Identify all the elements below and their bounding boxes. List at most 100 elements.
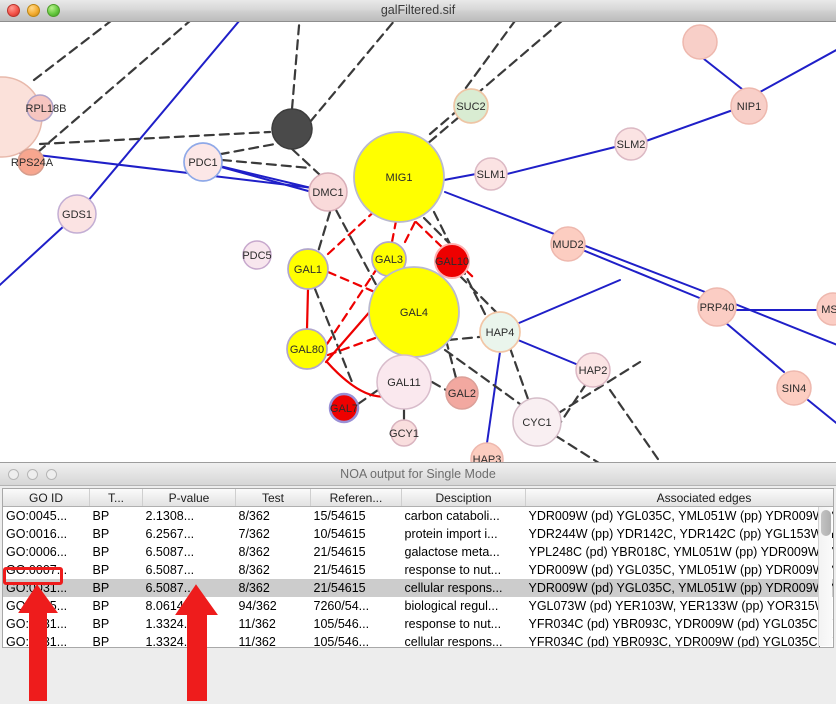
graph-node[interactable] — [57, 194, 97, 234]
cell-test: 11/362 — [238, 635, 276, 648]
cell-description: cellular respons... — [404, 635, 503, 648]
cell-test: 8/362 — [235, 579, 311, 597]
cell-description: galactose meta... — [404, 545, 500, 559]
column-header-p-value[interactable]: P-value — [142, 489, 236, 507]
cell-edges: YPL248C (pd) YBR018C, YML051W (pp) YDR00… — [528, 545, 834, 559]
edge-pp — [486, 351, 501, 444]
edge-pd — [308, 22, 395, 124]
graph-node[interactable] — [26, 94, 54, 122]
network-graph-canvas[interactable]: RPL18B RPS24A GDS1 PDC1 PDC5 SUC2 NIP1 S… — [0, 22, 836, 462]
graph-node[interactable] — [453, 88, 489, 124]
table-vertical-scrollbar[interactable] — [818, 507, 832, 646]
cell-type: BP — [92, 527, 110, 541]
graph-node[interactable] — [776, 370, 812, 406]
graph-node[interactable] — [287, 248, 329, 290]
graph-node[interactable] — [434, 243, 470, 279]
cell-description: response to nut... — [404, 617, 502, 631]
cell-go-id: GO:0031... — [6, 617, 68, 631]
edge-pd — [608, 388, 662, 462]
dialog-title: NOA output for Single Mode — [340, 467, 496, 481]
edge-pp — [517, 339, 577, 365]
table-row[interactable]: GO:0065... BP 8.0614... 94/362 7260/54..… — [3, 597, 834, 615]
graph-node[interactable] — [550, 226, 586, 262]
table-row[interactable]: GO:0031... BP 1.3324... 11/362 105/546..… — [3, 615, 833, 633]
graph-node[interactable] — [353, 131, 445, 223]
graph-node[interactable] — [445, 376, 479, 410]
graph-node[interactable] — [242, 240, 272, 270]
cell-p-value: 1.3324... — [145, 635, 195, 648]
main-window-titlebar: galFiltered.sif — [0, 0, 836, 22]
dialog-minimize-button[interactable] — [27, 469, 38, 480]
graph-node[interactable] — [183, 142, 223, 182]
graph-node[interactable] — [470, 442, 504, 462]
zoom-button[interactable] — [47, 4, 60, 17]
graph-node[interactable] — [816, 292, 836, 326]
close-button[interactable] — [7, 4, 20, 17]
graph-node[interactable] — [328, 392, 360, 424]
window-title: galFiltered.sif — [380, 3, 456, 17]
edge-pd — [220, 158, 312, 170]
edge-pd — [313, 287, 354, 384]
table-row-selected[interactable]: GO:0031... BP 6.5087... 8/362 21/54615 c… — [3, 579, 833, 597]
graph-node[interactable] — [474, 157, 508, 191]
cell-reference: 105/546... — [313, 635, 370, 648]
graph-node[interactable] — [730, 87, 768, 125]
cell-edges: YGL073W (pd) YER103W, YER133W (pp) YOR31… — [528, 599, 834, 613]
graph-node[interactable] — [368, 266, 460, 358]
results-table: GO ID T... P-value Test Referen... Desci… — [3, 489, 834, 648]
column-header-desciption[interactable]: Desciption — [401, 489, 526, 507]
table-row[interactable]: GO:0016... BP 6.2567... 7/362 10/54615 p… — [3, 525, 834, 543]
graph-node[interactable] — [308, 172, 348, 212]
minimize-button[interactable] — [27, 4, 40, 17]
column-header-associated-edges[interactable]: Associated edges — [525, 489, 833, 507]
graph-node[interactable] — [390, 419, 418, 447]
cell-edges: YDR244W (pp) YDR142C, YDR142C (pp) YGL15… — [528, 527, 834, 541]
column-header-type[interactable]: T... — [89, 489, 143, 507]
table-row[interactable]: GO:0045... BP 2.1308... 8/362 15/54615 c… — [3, 507, 833, 526]
graph-edges — [0, 22, 836, 462]
noa-results-table[interactable]: GO ID T... P-value Test Referen... Desci… — [2, 488, 834, 648]
edge-pd — [430, 380, 448, 392]
cell-p-value: 6.5087... — [145, 563, 195, 577]
graph-node[interactable] — [479, 311, 521, 353]
edge-pd — [334, 208, 382, 294]
edge-pp — [76, 22, 240, 215]
table-row[interactable]: GO:0006... BP 6.5087... 8/362 21/54615 g… — [3, 543, 834, 561]
graph-node[interactable] — [17, 148, 45, 176]
edge-pd — [432, 210, 488, 318]
cell-description: biological regul... — [404, 599, 499, 613]
graph-node[interactable] — [682, 24, 718, 60]
cell-description: protein import i... — [404, 527, 498, 541]
graph-node[interactable] — [376, 354, 432, 410]
column-header-test[interactable]: Test — [235, 489, 311, 507]
edge-pd — [444, 338, 458, 380]
scrollbar-thumb[interactable] — [821, 510, 831, 536]
column-header-go-id[interactable]: GO ID — [3, 489, 90, 507]
table-row[interactable]: GO:0007... BP 6.5087... 8/362 21/54615 r… — [3, 561, 833, 579]
edge-pd — [290, 147, 322, 177]
graph-node[interactable] — [271, 108, 313, 150]
cell-go-id: GO:0031... — [6, 635, 68, 648]
cell-go-id: GO:0031... — [3, 579, 90, 597]
column-header-reference[interactable]: Referen... — [310, 489, 402, 507]
cell-p-value: 8.0614... — [145, 599, 195, 613]
dialog-close-button[interactable] — [8, 469, 19, 480]
cell-test: 7/362 — [238, 527, 270, 541]
edge-pd — [554, 434, 600, 462]
cell-p-value: 6.5087... — [142, 579, 236, 597]
graph-node[interactable] — [512, 397, 562, 447]
cell-description: response to nut... — [404, 563, 502, 577]
cell-test: 8/362 — [238, 545, 270, 559]
edge-pd — [422, 216, 454, 248]
table-row[interactable]: GO:0031... BP 1.3324... 11/362 105/546..… — [3, 633, 834, 648]
graph-node[interactable] — [286, 328, 328, 370]
graph-node[interactable] — [575, 352, 611, 388]
cell-edges: YDR009W (pd) YGL035C, YML051W (pp) YDR00… — [525, 579, 833, 597]
edge-pd — [455, 22, 516, 102]
graph-node[interactable] — [614, 127, 648, 161]
cell-reference: 10/54615 — [313, 527, 366, 541]
cell-edges: YFR034C (pd) YBR093C, YDR009W (pd) YGL03… — [528, 635, 834, 648]
dialog-zoom-button[interactable] — [46, 469, 57, 480]
edge-red — [390, 219, 398, 244]
graph-node[interactable] — [697, 287, 737, 327]
